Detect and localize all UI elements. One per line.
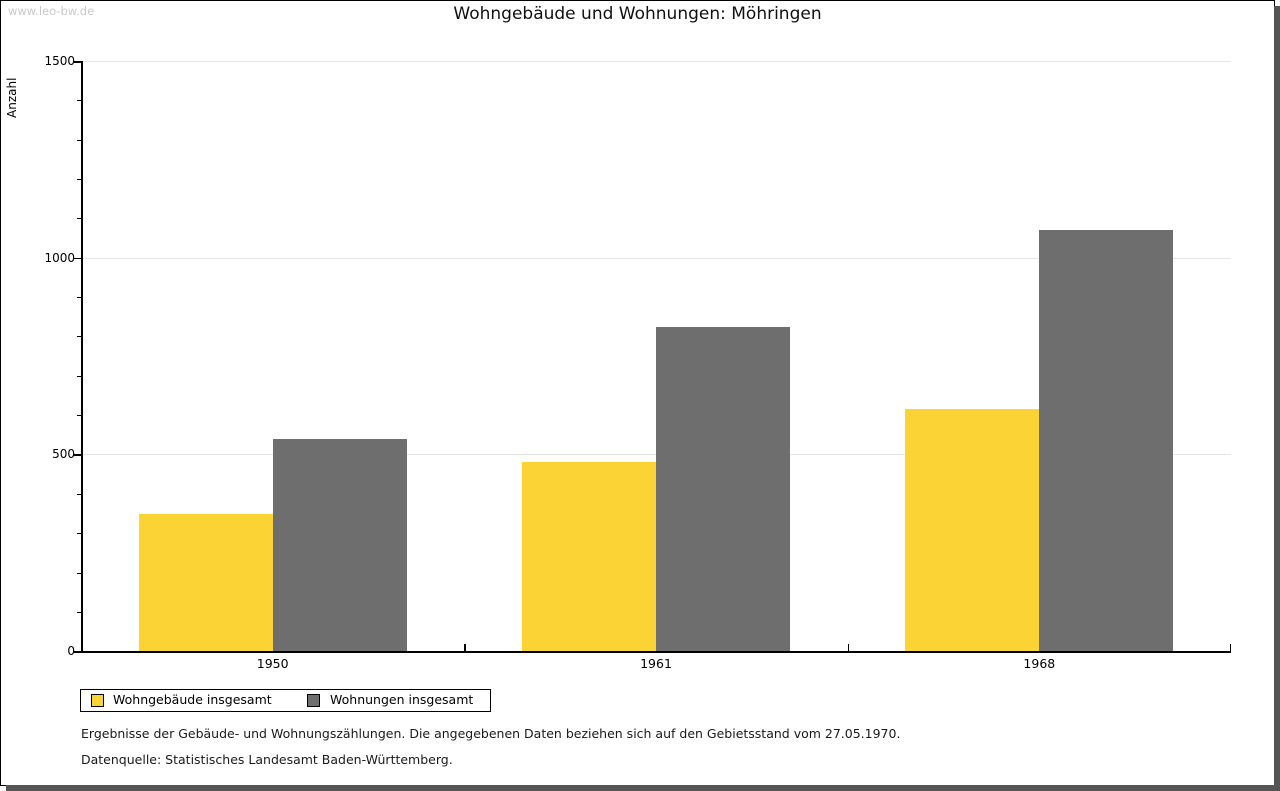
bar-wohnungen-1968	[1039, 230, 1174, 652]
footnote-data-source: Datenquelle: Statistisches Landesamt Bad…	[81, 752, 453, 767]
frame-shadow-bottom	[6, 785, 1280, 791]
plot-area	[74, 61, 1231, 653]
y-minor-tick-200	[77, 572, 81, 574]
x-boundary-tick-3	[1229, 644, 1231, 652]
bar-wohnungen-1961	[656, 326, 790, 652]
y-minor-tick-800	[77, 336, 81, 338]
bar-wohngebaeude-1961	[522, 462, 656, 652]
y-minor-tick-300	[77, 533, 81, 535]
legend: Wohngebäude insgesamt Wohnungen insgesam…	[80, 689, 491, 712]
y-major-tick-1000	[74, 257, 81, 260]
bar-wohngebaeude-1950	[138, 513, 273, 652]
legend-swatch-wohnungen	[307, 694, 320, 707]
legend-label-wohngebaeude: Wohngebäude insgesamt	[113, 692, 272, 707]
y-minor-tick-1300	[77, 139, 81, 141]
bar-wohnungen-1950	[272, 438, 407, 652]
x-boundary-tick-2	[847, 644, 850, 652]
watermark-url: www.leo-bw.de	[8, 4, 95, 18]
gridline-1000	[83, 257, 1231, 259]
frame-shadow-right	[1274, 6, 1280, 791]
y-major-tick-500	[74, 454, 81, 456]
y-minor-tick-700	[77, 375, 81, 377]
legend-label-wohnungen: Wohnungen insgesamt	[330, 692, 474, 707]
y-tick-label-0: 0	[67, 644, 75, 659]
y-minor-tick-100	[77, 611, 81, 613]
x-tick-label-1968: 1968	[1023, 656, 1056, 671]
y-axis-title: Anzahl	[5, 77, 19, 118]
x-boundary-tick-0	[81, 644, 83, 652]
y-minor-tick-600	[77, 415, 81, 417]
x-boundary-tick-1	[464, 644, 466, 652]
y-major-tick-1500	[74, 61, 81, 63]
y-tick-label-1000: 1000	[44, 250, 75, 265]
chart-title: Wohngebäude und Wohnungen: Möhringen	[453, 4, 822, 24]
x-axis-line	[81, 651, 1231, 653]
gridline-1500	[83, 61, 1231, 62]
x-tick-label-1961: 1961	[640, 656, 672, 671]
y-minor-tick-1400	[77, 100, 81, 102]
y-tick-label-500: 500	[52, 447, 75, 462]
y-minor-tick-900	[77, 297, 81, 299]
y-major-tick-0	[74, 651, 81, 653]
y-axis-line	[81, 61, 83, 653]
y-minor-tick-1200	[77, 179, 81, 181]
bar-wohngebaeude-1968	[905, 409, 1040, 652]
y-minor-tick-1100	[77, 218, 81, 220]
y-minor-tick-400	[77, 493, 81, 495]
x-tick-label-1950: 1950	[256, 656, 289, 671]
footnote-source-note: Ergebnisse der Gebäude- und Wohnungszähl…	[81, 726, 901, 741]
y-tick-label-1500: 1500	[44, 54, 75, 68]
legend-swatch-wohngebaeude	[91, 694, 104, 707]
